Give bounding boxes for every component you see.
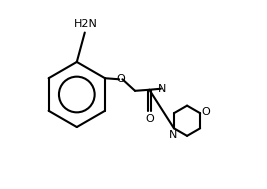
Text: O: O [116,74,125,84]
Text: N: N [158,84,167,94]
Text: O: O [145,114,154,124]
Text: H2N: H2N [74,19,98,29]
Text: N: N [169,130,177,140]
Text: O: O [202,107,211,116]
